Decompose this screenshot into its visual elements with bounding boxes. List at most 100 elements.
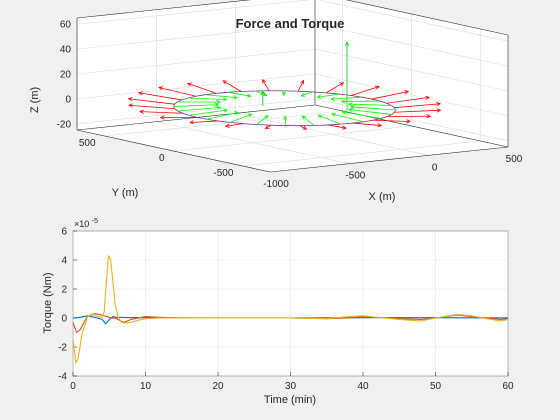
force-arrow [352,122,382,126]
force-arrow [394,103,441,109]
z-gridline [76,0,311,25]
force-arrow [139,111,183,114]
torque-arrow-head [260,90,265,95]
y-tick-label-2d: 6 [61,227,67,238]
force-arrow-inward-head [347,107,353,112]
force-arrow [225,123,244,127]
force-arrow [394,109,441,113]
force-arrow [299,125,307,130]
force-arrow-inward-head [341,110,347,115]
force-arrow [373,119,411,122]
force-arrow-inward-head [350,104,355,110]
force-arrow-inward-head [216,99,222,105]
z-gridline [76,48,316,75]
force-arrow-head [302,125,308,130]
y-tick-label: 500 [79,138,96,149]
force-arrow-head [436,101,442,107]
y-tick-label-2d: 2 [61,285,67,296]
x-tick-label-2d: 10 [140,381,152,392]
force-arrow-head [264,125,270,130]
force-arrow-head [425,95,431,100]
box-edge [76,0,252,19]
force-arrow-inward [351,106,396,111]
x-tick-label: -1000 [263,179,289,190]
force-arrows [127,41,442,130]
y-tick-label-2d: -2 [58,343,67,354]
force-arrow-head [159,115,165,120]
force-arrow [386,96,430,104]
chart-title: Force and Torque [236,16,345,31]
x-tick-label-2d: 30 [285,381,297,392]
exponent-label: ×10 -5 [74,218,98,229]
force-arrow-inward [318,114,341,125]
x-tick-label: 500 [506,154,523,165]
force-arrow-head [406,119,411,124]
force-arrow-head [262,78,267,84]
z-gridline [314,23,509,67]
y-tick-label-2d: -4 [58,372,67,383]
torque-series-1 [72,315,509,325]
y-gridline [242,140,481,167]
force-arrow-inward [301,91,313,97]
force-arrow-inward [342,111,382,119]
force-arrow [351,86,380,96]
y-tick-label-2d: 0 [61,314,67,325]
z-tick-label: 60 [60,20,72,31]
force-arrow-inward [254,90,267,96]
x-tick-label: -500 [345,171,365,182]
force-arrow [128,104,175,110]
force-arrow [128,98,175,105]
z-tick-label: -20 [57,119,72,130]
exponent-power: -5 [92,218,98,225]
force-arrow-inward-head [262,92,268,97]
axes-3d-ticks: -1000 -500 0 500 -500 0 500 -20 0 20 40 60 [57,20,523,190]
force-arrow-inward-head [340,99,346,104]
box-edge [314,104,509,148]
force-arrow-inward-head [317,114,323,119]
force-arrow-head [377,123,383,128]
force-arrow-head [139,109,144,114]
force-arrow-head [404,90,410,95]
box-edge [345,0,509,36]
force-arrow-inward [189,109,228,116]
force-arrow-inward [331,113,364,123]
force-arrow-inward-head [281,91,286,97]
force-arrow-inward-head [316,94,322,99]
force-arrow-inward [206,111,239,120]
force-arrow [138,92,182,101]
axes-2d-ticks: 0 10 20 30 40 50 60 -4 -2 0 2 4 6 [58,227,514,393]
force-arrow-head [137,91,143,96]
box-edge [269,146,509,173]
x-tick-label-2d: 60 [502,381,514,392]
force-arrow [158,87,197,97]
x-tick-label: 0 [432,162,438,173]
force-arrow-inward [348,103,392,106]
force-arrow [262,79,270,91]
force-arrow-head [339,82,345,87]
torque-arrow-head [344,41,350,46]
x-tick-label-2d: 40 [357,381,369,392]
z-gridline [76,98,316,125]
force-arrow-head [186,82,192,87]
force-arrow-head [436,108,442,113]
force-arrow [222,80,242,92]
y-axis-label-2d: Torque (Nm) [42,272,54,333]
force-arrow-inward [205,94,238,99]
force-arrow-inward-head [330,96,336,102]
torque-series-3 [72,255,509,364]
force-arrow-head [128,103,133,108]
force-arrow-inward [228,91,251,97]
force-arrow-inward [173,104,219,107]
force-arrow [187,83,217,94]
force-arrow-head [300,79,305,85]
exponent-base: ×10 [74,219,89,229]
x-axis-label: X (m) [369,191,396,203]
force-arrow-inward-head [246,93,252,98]
force-arrow-inward-head [300,92,306,97]
force-arrow [297,80,305,92]
force-arrow-inward-head [247,113,253,118]
force-arrow-head [342,125,347,130]
force-arrow-inward [188,97,227,100]
force-arrow-inward [302,115,315,126]
force-arrow-inward-head [216,105,222,110]
